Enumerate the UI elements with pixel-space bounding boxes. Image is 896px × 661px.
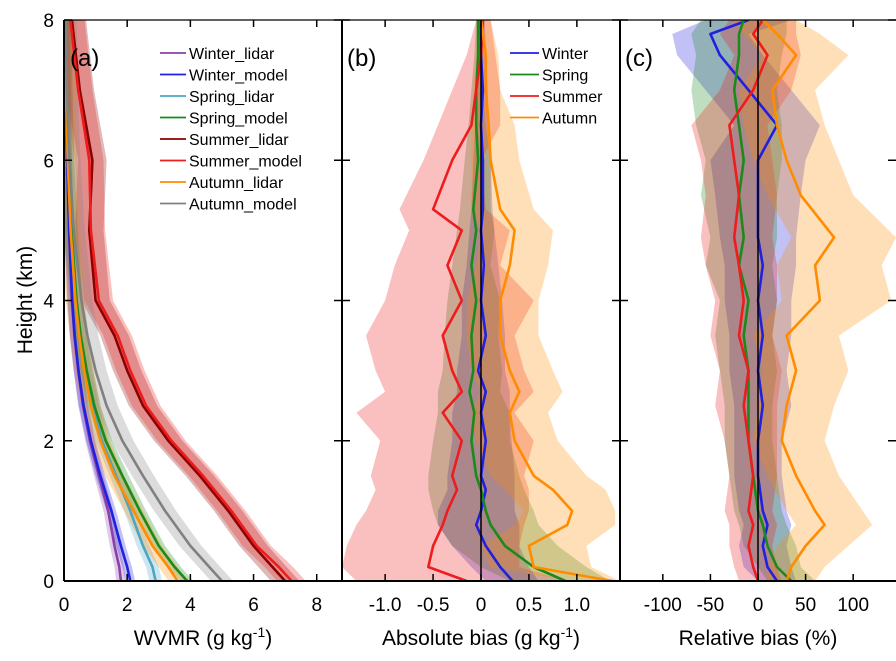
x-tick-label: 8	[311, 595, 322, 616]
panel-c-lines	[709, 20, 836, 581]
x-tick-label: -50	[697, 595, 724, 616]
panel-c-ticks: -100 -50 0 50 100	[620, 19, 896, 616]
y-tick-label: 8	[43, 11, 54, 32]
band-summer	[342, 20, 568, 581]
x-tick-label: 6	[248, 595, 259, 616]
plot-frame	[63, 19, 896, 582]
legend-label-winter_lidar: Winter_lidar	[189, 46, 275, 63]
x-tick-label: 50	[795, 595, 816, 616]
panel-b-xlabel: Absolute bias (g kg-1)	[382, 624, 580, 650]
band-summer_model	[64, 20, 306, 581]
x-tick-label: 4	[185, 595, 196, 616]
legend-label-autumn_model: Autumn_model	[189, 197, 297, 214]
x-tick-label: -100	[644, 595, 682, 616]
x-tick-label: 0	[753, 595, 764, 616]
x-tick-label: 1.0	[564, 595, 590, 616]
panel-a: 0 2 4 6 8 (a) Winter_lidar Winter_model Spring…	[59, 19, 342, 650]
line-autumn_model	[64, 20, 223, 581]
x-tick-label: 2	[122, 595, 133, 616]
panel-a-legend: Winter_lidar Winter_model Spring_lidar Spri…	[160, 46, 302, 214]
panel-b-label: (b)	[347, 45, 376, 72]
legend-label-summer_lidar: Summer_lidar	[189, 132, 289, 149]
band-spring	[428, 20, 611, 581]
panel-b: -1.0 -0.5 0 0.5 1.0 (b) Winter Spring Summer Au…	[342, 19, 620, 650]
legend-label-winter: Winter	[542, 46, 589, 63]
legend-label-winter_model: Winter_model	[189, 68, 288, 85]
line-autumn	[479, 20, 613, 581]
panel-c-xlabel: Relative bias (%)	[679, 627, 838, 650]
line-summer_model	[69, 20, 293, 581]
x-tick-label: -0.5	[417, 595, 450, 616]
line-spring	[468, 20, 566, 581]
line-autumn	[761, 20, 836, 581]
band-spring	[691, 20, 816, 581]
band-autumn	[466, 20, 620, 581]
y-tick-label: 6	[43, 151, 54, 172]
y-tick-label: 2	[43, 432, 54, 453]
legend-label-spring: Spring	[542, 68, 588, 85]
line-summer	[728, 20, 769, 581]
panel-a-label: (a)	[70, 45, 99, 72]
line-summer_lidar	[70, 20, 287, 581]
x-tick-label: 0	[59, 595, 70, 616]
band-autumn_lidar	[64, 20, 188, 581]
panel-c-label: (c)	[625, 45, 653, 72]
legend-label-autumn: Autumn	[542, 111, 597, 128]
y-axis: 0 2 4 6 8	[43, 11, 54, 593]
y-tick-label: 4	[43, 292, 54, 313]
band-summer	[691, 20, 801, 581]
band-autumn_model	[64, 20, 233, 581]
x-tick-label: 0.5	[516, 595, 542, 616]
line-winter	[709, 20, 779, 581]
band-winter	[672, 20, 820, 581]
panel-c-bands	[672, 20, 896, 581]
line-spring	[732, 20, 793, 581]
legend-label-summer: Summer	[542, 89, 603, 106]
x-tick-label: -1.0	[369, 595, 402, 616]
panel-b-ticks: -1.0 -0.5 0 0.5 1.0	[342, 19, 620, 616]
panel-a-lines	[64, 20, 293, 581]
panel-c: -100 -50 0 50 100 (c) Relative bias (%)	[620, 19, 896, 650]
x-tick-label: 100	[837, 595, 869, 616]
legend-label-autumn_lidar: Autumn_lidar	[189, 175, 284, 192]
line-summer	[427, 20, 485, 581]
legend-label-summer_model: Summer_model	[189, 154, 302, 171]
band-summer_lidar	[64, 20, 300, 581]
legend-label-spring_lidar: Spring_lidar	[189, 89, 275, 106]
panel-a-xlabel: WVMR (g kg-1)	[134, 624, 272, 650]
y-tick-label: 0	[43, 572, 54, 593]
line-autumn_lidar	[64, 20, 179, 581]
panel-b-legend: Winter Spring Summer Autumn	[510, 46, 603, 128]
x-tick-label: 0	[476, 595, 487, 616]
legend-label-spring_model: Spring_model	[189, 111, 288, 128]
band-autumn	[734, 20, 896, 581]
y-axis-label: Height (km)	[14, 246, 37, 355]
